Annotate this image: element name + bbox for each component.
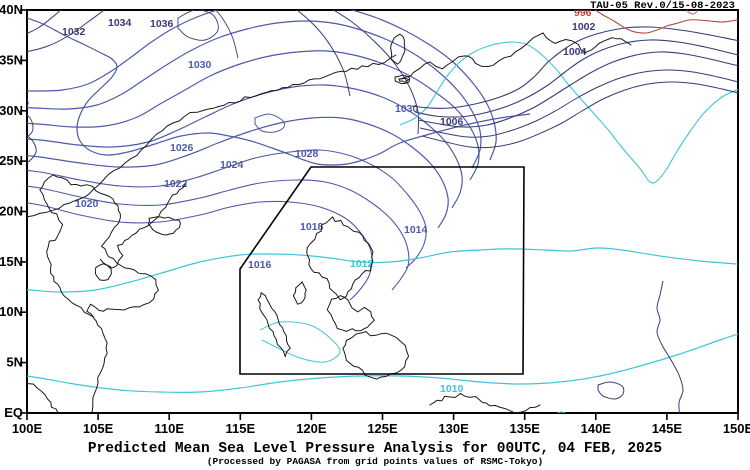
- svg-text:40N: 40N: [0, 2, 23, 17]
- svg-text:5N: 5N: [6, 355, 23, 370]
- svg-text:Predicted Mean Sea Level Press: Predicted Mean Sea Level Pressure Analys…: [88, 441, 662, 457]
- svg-text:1012: 1012: [350, 258, 374, 270]
- svg-text:1036: 1036: [150, 18, 174, 30]
- svg-text:135E: 135E: [510, 421, 541, 436]
- svg-text:25N: 25N: [0, 153, 23, 168]
- svg-text:105E: 105E: [83, 421, 114, 436]
- svg-text:115E: 115E: [225, 421, 255, 436]
- svg-text:130E: 130E: [438, 421, 469, 436]
- svg-text:1006: 1006: [440, 116, 464, 128]
- svg-text:996: 996: [574, 7, 592, 19]
- svg-text:EQ: EQ: [4, 405, 23, 420]
- svg-text:1002: 1002: [572, 21, 596, 33]
- svg-text:15N: 15N: [0, 254, 23, 269]
- svg-text:1034: 1034: [108, 17, 132, 29]
- svg-text:1004: 1004: [563, 46, 587, 58]
- svg-text:140E: 140E: [581, 421, 612, 436]
- svg-text:TAU-05 Rev.0/15-08-2023: TAU-05 Rev.0/15-08-2023: [590, 0, 735, 12]
- svg-text:1014: 1014: [404, 224, 428, 236]
- svg-text:1026: 1026: [170, 142, 194, 154]
- svg-text:1024: 1024: [220, 159, 244, 171]
- svg-text:110E: 110E: [154, 421, 184, 436]
- svg-text:30N: 30N: [0, 103, 23, 118]
- svg-text:1022: 1022: [164, 178, 188, 190]
- svg-text:120E: 120E: [296, 421, 327, 436]
- svg-text:35N: 35N: [0, 52, 23, 67]
- svg-text:125E: 125E: [367, 421, 398, 436]
- svg-text:1030: 1030: [188, 59, 212, 71]
- svg-text:100E: 100E: [12, 421, 43, 436]
- svg-text:150E: 150E: [723, 421, 750, 436]
- svg-text:1032: 1032: [62, 26, 86, 38]
- svg-text:1030: 1030: [395, 103, 419, 115]
- svg-text:10N: 10N: [0, 304, 23, 319]
- svg-text:20N: 20N: [0, 204, 23, 219]
- svg-text:1016: 1016: [248, 259, 272, 271]
- svg-text:145E: 145E: [652, 421, 683, 436]
- svg-text:(Processed by PAGASA from grid: (Processed by PAGASA from grid points va…: [207, 456, 543, 467]
